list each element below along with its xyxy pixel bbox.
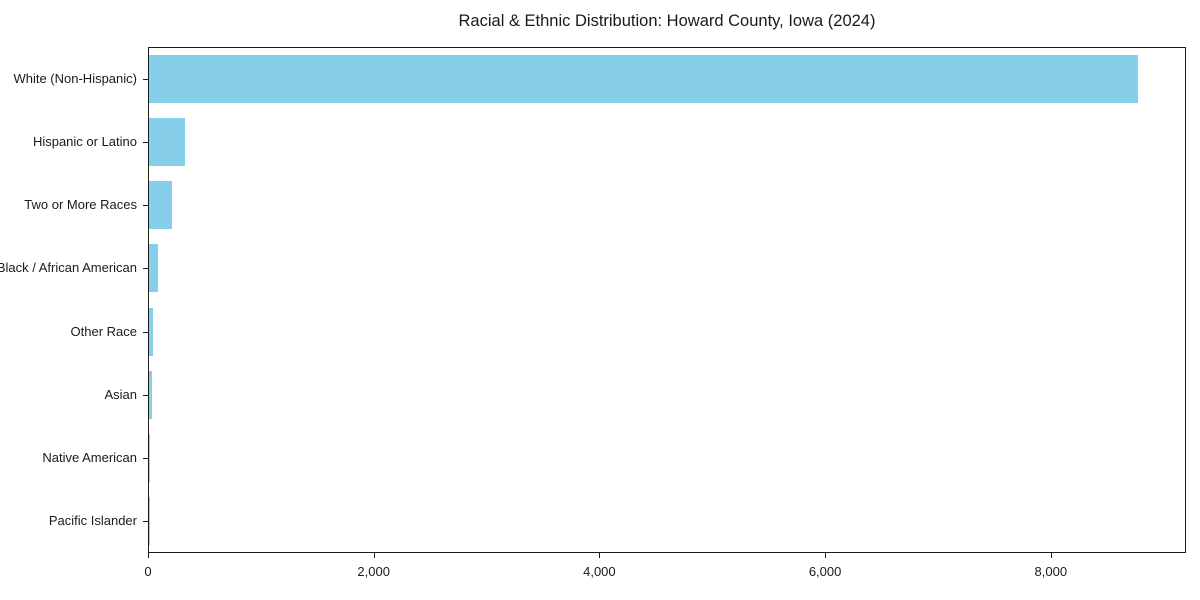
y-axis-label: Asian [104, 386, 137, 402]
y-axis-label: Other Race [70, 323, 137, 339]
x-axis-tick-label: 4,000 [583, 564, 616, 579]
bar-other-race [149, 307, 153, 356]
x-axis-tick-label: 2,000 [357, 564, 390, 579]
x-axis-tick [825, 553, 827, 558]
y-axis-label: Two or More Races [24, 197, 137, 213]
y-axis-tick [143, 205, 148, 207]
plot-area [148, 47, 1186, 553]
y-axis-label: Pacific Islander [48, 513, 137, 529]
x-axis-tick-label: 6,000 [808, 564, 842, 579]
y-axis-tick [143, 394, 148, 396]
y-axis-label: Native American [42, 450, 137, 466]
y-axis-tick [143, 458, 148, 460]
y-axis-label: Hispanic or Latino [32, 133, 137, 149]
y-axis-tick [143, 268, 148, 270]
bar-two-or-more-races [149, 181, 172, 230]
bar-asian [149, 370, 153, 419]
x-axis-tick-label: 0 [144, 564, 152, 579]
y-axis-tick [143, 521, 148, 523]
y-axis-label: Black / African American [0, 260, 137, 276]
x-axis-tick-label: 8,000 [1034, 564, 1068, 579]
x-axis-tick [599, 553, 601, 558]
x-axis-tick [373, 553, 375, 558]
bar-native-american [149, 434, 151, 483]
chart-title: Racial & Ethnic Distribution: Howard Cou… [458, 12, 876, 30]
y-axis-tick [143, 141, 148, 143]
x-axis-tick [148, 553, 149, 558]
bar-white-non-hispanic [149, 54, 1138, 103]
bar-hispanic-or-latino [149, 117, 185, 166]
x-axis-tick [1050, 553, 1052, 558]
y-axis-label: White (Non-Hispanic) [13, 70, 137, 86]
y-axis-tick [143, 78, 148, 80]
bar-black-african-american [149, 244, 158, 293]
y-axis-tick [143, 331, 148, 333]
